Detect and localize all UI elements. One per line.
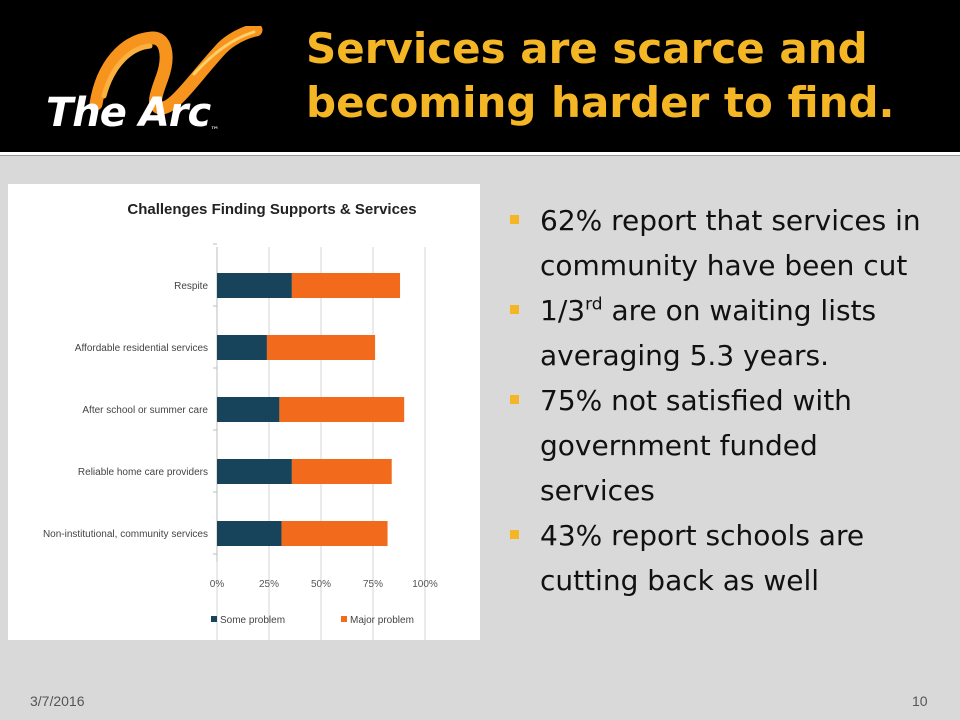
header-divider-shadow <box>0 155 960 156</box>
chart-panel: Challenges Finding Supports & Services R… <box>8 184 480 640</box>
header-bar: The Arc™ Services are scarce and becomin… <box>0 0 960 152</box>
x-tick-label: 50% <box>311 579 331 590</box>
square-bullet-icon <box>510 215 519 224</box>
x-tick-label: 100% <box>412 579 438 590</box>
bullet-item: 75% not satisfied with government funded… <box>508 378 928 513</box>
bar-major-problem <box>291 273 401 298</box>
square-bullet-icon <box>510 305 519 314</box>
category-label: After school or summer care <box>82 405 208 416</box>
slide-title: Services are scarce and becoming harder … <box>306 22 946 130</box>
square-bullet-icon <box>510 530 519 539</box>
category-label: Affordable residential services <box>75 343 208 354</box>
bullet-list: 62% report that services in community ha… <box>508 198 928 603</box>
legend-label: Some problem <box>220 615 285 626</box>
x-tick-label: 25% <box>259 579 279 590</box>
square-bullet-icon <box>510 395 519 404</box>
legend: Some problem Major problem <box>211 615 414 626</box>
page-number: 10 <box>912 693 928 709</box>
x-tick-labels: 0% 25% 50% 75% 100% <box>210 579 438 590</box>
bullet-item: 62% report that services in community ha… <box>508 198 928 288</box>
legend-swatch <box>341 616 347 622</box>
footer-date: 3/7/2016 <box>30 693 85 709</box>
stacked-bar-chart: Challenges Finding Supports & Services R… <box>43 201 438 640</box>
bar-some-problem <box>217 397 280 422</box>
category-label: Non-institutional, community services <box>43 529 208 540</box>
bars <box>217 273 405 546</box>
bullet-item: 1/3rd are on waiting lists averaging 5.3… <box>508 288 928 378</box>
title-line-1: Services are scarce and <box>306 24 868 73</box>
category-label: Respite <box>174 281 208 292</box>
category-label: Reliable home care providers <box>78 467 208 478</box>
header-divider <box>0 152 960 155</box>
x-tick-label: 0% <box>210 579 225 590</box>
bullet-item: 43% report schools are cutting back as w… <box>508 513 928 603</box>
logo-wordmark: The Arc™ <box>46 90 219 136</box>
chart-title: Challenges Finding Supports & Services <box>127 201 416 218</box>
bar-some-problem <box>217 335 267 360</box>
bar-major-problem <box>291 459 392 484</box>
title-line-2: becoming harder to find. <box>306 78 895 127</box>
bar-major-problem <box>266 335 376 360</box>
the-arc-logo: The Arc™ <box>44 26 274 141</box>
bar-some-problem <box>217 521 282 546</box>
legend-swatch <box>211 616 217 622</box>
bar-some-problem <box>217 459 292 484</box>
legend-label: Major problem <box>350 615 414 626</box>
y-axis <box>213 243 218 562</box>
x-tick-label: 75% <box>363 579 383 590</box>
arc-swoosh-icon <box>89 26 263 115</box>
bar-major-problem <box>281 521 388 546</box>
category-labels: Respite Affordable residential services Af… <box>43 281 209 540</box>
bar-major-problem <box>279 397 405 422</box>
bar-some-problem <box>217 273 292 298</box>
